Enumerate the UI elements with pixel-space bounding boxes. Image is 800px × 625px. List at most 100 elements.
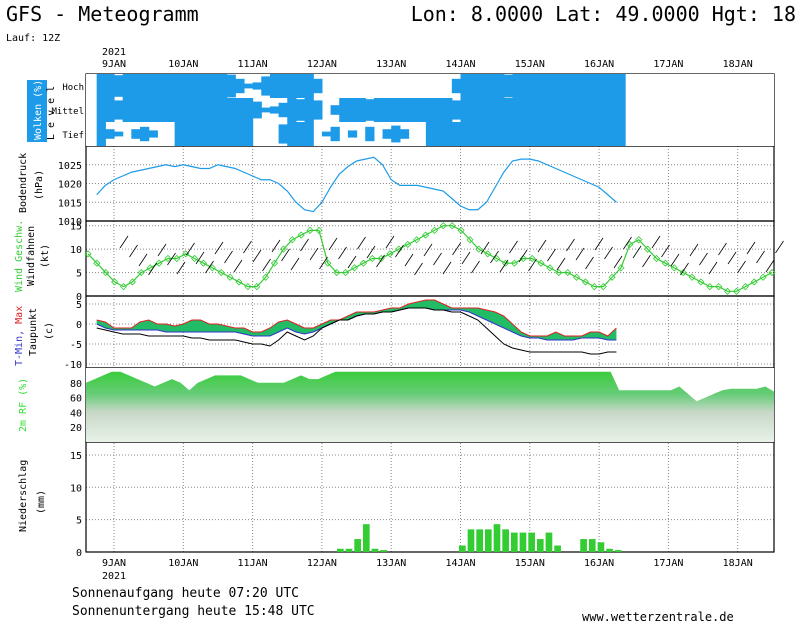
cloud-cell-tief <box>538 122 548 146</box>
precip-tick-label: 5 <box>76 516 82 527</box>
cloud-cell-tief <box>365 126 375 142</box>
cloud-cell-hoch <box>131 74 141 98</box>
wind-ylabel2: Windfahnen <box>26 226 37 286</box>
precip-bar <box>362 524 370 552</box>
cloud-cell-mittel <box>460 98 470 122</box>
wind-speed-point <box>164 254 172 263</box>
wind-barb <box>271 239 281 253</box>
wind-barb <box>518 249 528 263</box>
bottom-day-label: 9JAN <box>102 558 126 569</box>
cloud-cell-tief <box>469 122 479 146</box>
wind-barb <box>670 253 680 267</box>
wind-barb <box>490 250 499 264</box>
temp-tick-label: 5 <box>76 300 82 311</box>
cloud-cell-mittel <box>217 98 228 122</box>
wind-barb <box>376 254 385 268</box>
wind-speed-point <box>333 268 341 277</box>
cloud-cell-mittel <box>105 98 115 122</box>
wind-barb <box>205 260 214 274</box>
cloud-cell-tief <box>139 126 150 142</box>
cloud-cell-tief <box>607 122 618 146</box>
wind-barb <box>186 242 195 256</box>
wind-barb <box>509 240 518 254</box>
precip-bar <box>476 529 483 552</box>
cloud-cell-hoch <box>114 75 124 97</box>
wind-barb <box>727 251 737 265</box>
cloud-level-label: Hoch <box>62 83 84 93</box>
cloud-cell-hoch <box>304 74 314 98</box>
wind-speed-point <box>421 231 430 239</box>
wind-speed-point <box>430 226 439 234</box>
wind-speed-point <box>608 273 616 281</box>
cloud-level-label: Mittel <box>51 107 84 117</box>
wind-speed-point <box>626 240 634 249</box>
cloud-cell-hoch <box>200 74 210 98</box>
cloud-cell-tief <box>547 122 557 146</box>
cloud-cell-mittel <box>122 98 132 122</box>
wind-barb <box>195 251 205 265</box>
cloud-cell-mittel <box>183 98 193 122</box>
tmax-label: Max <box>14 306 25 324</box>
cloud-cell-tief <box>486 122 496 146</box>
cloud-cell-hoch <box>139 74 150 98</box>
tmax-line <box>96 299 617 337</box>
cloud-cell-hoch <box>217 74 228 98</box>
precip-bar <box>467 529 475 552</box>
wind-speed-point <box>493 254 501 263</box>
dewpoint-line <box>96 307 617 355</box>
cloud-cell-tief <box>287 122 297 146</box>
wind-barb <box>566 238 575 252</box>
bottom-day-label: 14JAN <box>445 558 475 569</box>
precip-bar <box>536 539 544 552</box>
cloud-cell-mittel <box>581 98 592 122</box>
cloud-cell-tief <box>599 122 609 146</box>
wind-barb <box>604 246 613 260</box>
wind-barb <box>708 261 718 275</box>
wind-barb <box>138 253 148 267</box>
pressure-unit: (hPa) <box>34 170 45 200</box>
cloud-cell-mittel <box>278 102 288 118</box>
cloud-cell-hoch <box>105 74 115 98</box>
cloud-cell-mittel <box>521 98 531 122</box>
wind-barb <box>718 242 727 256</box>
wind-speed-point <box>244 283 252 291</box>
cloud-cell-tief <box>347 130 358 138</box>
wind-barb <box>756 250 765 264</box>
pressure-tick-label: 1020 <box>58 180 82 191</box>
precip-bar <box>545 532 553 552</box>
cloud-cell-tief <box>114 131 124 137</box>
wind-tick-label: 15 <box>70 222 82 233</box>
wind-speed-point <box>253 283 261 291</box>
wind-barb <box>328 237 338 251</box>
wind-speed-point <box>306 226 314 234</box>
precip-ylabel: Niederschlag <box>18 460 29 532</box>
wind-barb <box>366 245 376 259</box>
cloud-cell-mittel <box>469 98 479 122</box>
wind-barb <box>480 241 490 255</box>
temp-tick-label: -10 <box>64 360 82 371</box>
cloud-cell-mittel <box>209 98 219 122</box>
wind-barb <box>423 243 433 257</box>
wind-ylabel: Wind Geschw. <box>14 220 25 292</box>
top-day-label: 9JAN <box>102 59 126 70</box>
temp-tick-label: 0 <box>76 320 82 331</box>
cloud-cell-tief <box>243 122 254 146</box>
cloud-cell-mittel <box>425 98 436 122</box>
top-day-label: 15JAN <box>515 59 545 70</box>
bottom-day-label: 12JAN <box>307 558 337 569</box>
wind-speed-point <box>111 278 119 286</box>
sunrise-text: Sonnenaufgang heute 07:20 UTC <box>72 586 299 601</box>
wind-speed-point <box>732 287 741 295</box>
wind-barb <box>233 259 243 273</box>
cloud-cell-hoch <box>451 78 462 94</box>
wind-speed-point <box>350 264 359 272</box>
wind-speed-point <box>510 259 518 267</box>
cloud-cell-mittel <box>599 98 609 122</box>
wind-barb <box>119 235 129 249</box>
wind-speed-point <box>457 226 465 234</box>
wind-speed-point <box>413 236 421 244</box>
wind-speed-point <box>537 259 545 267</box>
wind-speed-point <box>484 250 492 258</box>
cloud-cell-mittel <box>417 98 427 122</box>
